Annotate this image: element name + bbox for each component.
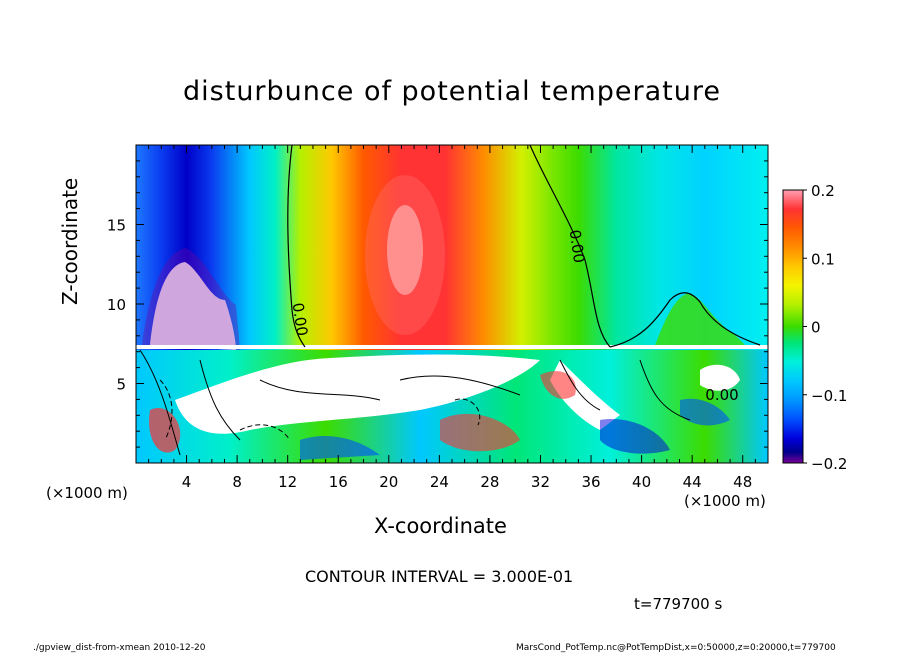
contour-line-3 xyxy=(609,292,761,348)
x-tick-label: 20 xyxy=(379,473,398,491)
footer-right-text: MarsCond_PotTemp.nc@PotTempDist,x=0:5000… xyxy=(516,643,836,653)
y-tick-label: 5 xyxy=(116,376,126,394)
x-units-label-right: (×1000 m) xyxy=(684,492,766,510)
x-tick-label: 24 xyxy=(430,473,449,491)
contour-labels: 0.00 0.00 0.00 xyxy=(289,229,739,404)
contour-line-2 xyxy=(529,145,611,348)
cold-core-violet xyxy=(142,248,240,350)
maximum-patch xyxy=(387,205,423,295)
lower-white-blob xyxy=(700,364,740,391)
dashed-contours xyxy=(159,379,481,441)
colorbar-tick-label: 0.2 xyxy=(811,182,835,200)
warm-core xyxy=(365,175,445,335)
colorbar xyxy=(782,189,804,464)
y-axis-label: Z-coordinate xyxy=(58,177,82,305)
chart-title: disturbunce of potential temperature xyxy=(183,76,721,107)
lower-red-1 xyxy=(149,408,181,453)
x-tick-label: 28 xyxy=(480,473,499,491)
x-axis-label: X-coordinate xyxy=(374,514,507,538)
colorbar-tick-label: −0.1 xyxy=(811,387,847,405)
lower-blue-2 xyxy=(600,419,670,454)
heatmap-field xyxy=(136,145,768,463)
contour-label: 0.00 xyxy=(566,229,588,265)
x-tick-label: 40 xyxy=(632,473,651,491)
y-tick-label: 10 xyxy=(107,296,126,314)
lower-red-3 xyxy=(540,371,576,399)
lower-white-band xyxy=(175,354,540,434)
x-tick-label: 16 xyxy=(329,473,348,491)
x-tick-label: 32 xyxy=(531,473,550,491)
colorbar-tick-label: 0.1 xyxy=(811,250,835,268)
cold-core-white xyxy=(150,262,236,350)
x-tick-label: 12 xyxy=(278,473,297,491)
colorbar-tick-label: 0 xyxy=(811,319,821,337)
footer-left-text: ./gpview_dist-from-xmean 2010-12-20 xyxy=(33,643,206,653)
colorbar-labels: 0.2 0.1 0 −0.1 −0.2 xyxy=(803,182,847,473)
x-tick-label: 4 xyxy=(182,473,192,491)
contour-interval-note: CONTOUR INTERVAL = 3.000E-01 xyxy=(305,567,574,586)
x-tick-label: 44 xyxy=(683,473,702,491)
contour-line-1 xyxy=(287,145,306,348)
colorbar-tick-label: −0.2 xyxy=(811,455,847,473)
x-tick-label: 8 xyxy=(232,473,242,491)
lower-red-2 xyxy=(440,413,520,452)
x-units-label-left: (×1000 m) xyxy=(46,484,128,502)
lower-contours xyxy=(139,349,691,456)
time-stamp: t=779700 s xyxy=(634,595,723,613)
green-bump xyxy=(655,293,745,345)
upper-layer xyxy=(136,145,768,350)
contour-label: 0.00 xyxy=(289,302,311,338)
lower-blue-1 xyxy=(300,435,380,460)
x-tick-label: 48 xyxy=(733,473,752,491)
y-tick-label: 15 xyxy=(107,217,126,235)
lower-blue-3 xyxy=(680,398,730,426)
x-tick-label: 36 xyxy=(581,473,600,491)
contour-label: 0.00 xyxy=(705,386,738,404)
axis-ticks xyxy=(136,145,768,463)
